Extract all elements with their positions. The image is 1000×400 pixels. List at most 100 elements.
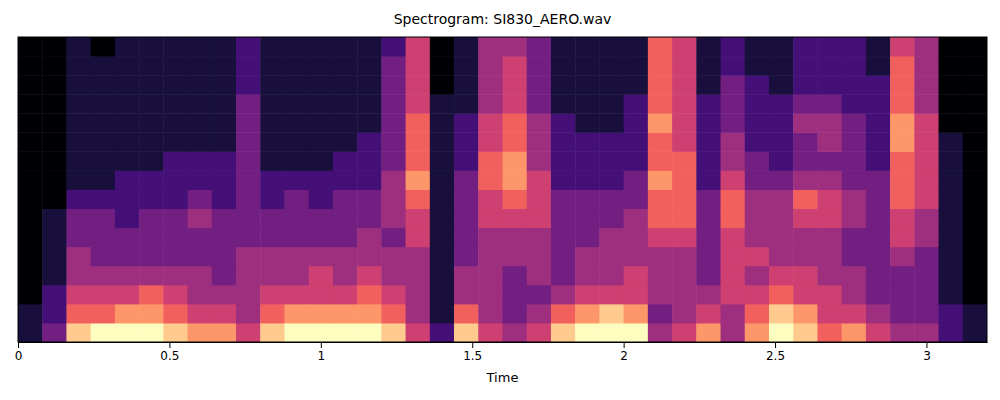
cell (648, 132, 673, 152)
cell (478, 132, 503, 152)
cell (793, 113, 818, 133)
cell (309, 266, 334, 286)
cell (745, 170, 770, 190)
cell (357, 190, 382, 210)
cell (42, 190, 67, 210)
cell (333, 323, 358, 342)
cell (696, 209, 721, 229)
cell (963, 75, 987, 95)
cell (333, 170, 358, 190)
cell (454, 285, 479, 305)
cell (139, 170, 164, 190)
cell (188, 132, 213, 152)
cell (478, 75, 503, 95)
cell (721, 75, 746, 95)
cell (406, 94, 431, 114)
cell (721, 190, 746, 210)
cell (817, 37, 842, 57)
cell (381, 37, 406, 57)
cell (139, 132, 164, 152)
cell (842, 228, 867, 248)
cell (503, 266, 528, 286)
cell (648, 170, 673, 190)
cell (18, 75, 43, 95)
cell (939, 37, 964, 57)
cell (842, 75, 867, 95)
cell (236, 228, 261, 248)
cell (91, 37, 116, 57)
cell (842, 323, 867, 342)
cell (769, 75, 794, 95)
cell (163, 151, 188, 171)
cell (18, 56, 43, 76)
cell (357, 209, 382, 229)
cell (212, 37, 237, 57)
cell (527, 56, 552, 76)
cell (333, 266, 358, 286)
cell (478, 113, 503, 133)
x-tick-label: 2.5 (766, 349, 785, 363)
cell (842, 37, 867, 57)
cell (454, 247, 479, 267)
cell (624, 190, 649, 210)
cell (115, 113, 140, 133)
cell (672, 190, 697, 210)
cell (769, 285, 794, 305)
cell (91, 75, 116, 95)
cell (624, 56, 649, 76)
cell (599, 75, 624, 95)
cell (163, 132, 188, 152)
cell (381, 56, 406, 76)
cell (454, 37, 479, 57)
cell (769, 56, 794, 76)
cell (309, 304, 334, 324)
x-tick: 0 (15, 342, 23, 363)
cell (527, 113, 552, 133)
cell (575, 190, 600, 210)
cell (866, 75, 891, 95)
cell (333, 94, 358, 114)
cell (817, 247, 842, 267)
cell (284, 37, 309, 57)
cell (817, 151, 842, 171)
cell (18, 304, 43, 324)
title: Spectrogram: SI830_AERO.wav (394, 11, 612, 27)
cell (42, 113, 67, 133)
cell (236, 113, 261, 133)
cell (284, 304, 309, 324)
cell (696, 266, 721, 286)
cell (188, 75, 213, 95)
cell (66, 323, 91, 342)
cell (866, 228, 891, 248)
cell (236, 304, 261, 324)
cell (357, 151, 382, 171)
cell (890, 190, 915, 210)
cell (624, 170, 649, 190)
cell (284, 209, 309, 229)
cell (66, 37, 91, 57)
cell (890, 151, 915, 171)
cell (284, 94, 309, 114)
cell (769, 266, 794, 286)
cell (769, 247, 794, 267)
cell (406, 228, 431, 248)
cell (793, 247, 818, 267)
cell (769, 209, 794, 229)
cell (188, 94, 213, 114)
cell (599, 228, 624, 248)
cell (624, 228, 649, 248)
cell (672, 228, 697, 248)
cell (18, 190, 43, 210)
cell (672, 56, 697, 76)
cell (575, 151, 600, 171)
cell (260, 304, 285, 324)
cell (381, 170, 406, 190)
cell (42, 266, 67, 286)
x-tick-mark (624, 342, 625, 348)
cell (963, 228, 987, 248)
cell (163, 228, 188, 248)
cell (236, 132, 261, 152)
cell (745, 247, 770, 267)
cell (430, 132, 455, 152)
cell (236, 151, 261, 171)
